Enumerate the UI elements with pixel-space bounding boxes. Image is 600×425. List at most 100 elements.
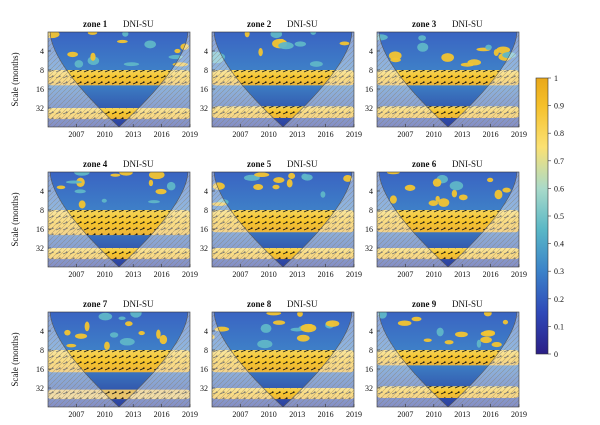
x-tick-label: 2007 bbox=[232, 130, 248, 139]
coherence-spot bbox=[310, 32, 317, 35]
panel-zone-label: zone 8 bbox=[247, 299, 272, 309]
y-tick-label: 16 bbox=[36, 225, 44, 234]
coherence-spot bbox=[78, 200, 86, 209]
panel-zone-label: zone 7 bbox=[83, 299, 108, 309]
colorbar-scale bbox=[535, 77, 549, 355]
coherence-spot bbox=[417, 42, 429, 52]
y-tick-label: 8 bbox=[204, 346, 208, 355]
y-tick-label: 8 bbox=[40, 346, 44, 355]
x-tick-label: 2019 bbox=[182, 270, 198, 279]
coherence-spot bbox=[155, 188, 167, 195]
coherence-spot bbox=[156, 329, 161, 339]
coherence-spot bbox=[436, 327, 444, 337]
coherence-spot bbox=[432, 178, 442, 187]
coherence-spot bbox=[386, 172, 400, 175]
coherence-spot bbox=[110, 173, 121, 177]
coherence-spot bbox=[487, 177, 494, 183]
coherence-spot bbox=[98, 312, 113, 321]
coherence-spot bbox=[273, 177, 285, 183]
x-tick-label: 2007 bbox=[397, 270, 413, 279]
coherence-spot bbox=[491, 342, 502, 348]
x-tick-label: 2010 bbox=[426, 410, 442, 419]
x-tick-label: 2016 bbox=[154, 130, 170, 139]
coherence-spot bbox=[101, 198, 107, 203]
coherence-spot bbox=[476, 339, 482, 348]
coherence-spot bbox=[260, 323, 272, 333]
panel-frame bbox=[47, 31, 191, 128]
panel-9: zone 9 DNI-SU 4 8 16 32 2007 2010 2013 2016 2019 bbox=[365, 299, 527, 419]
x-tick-label: 2013 bbox=[125, 270, 141, 279]
y-tick-label: 4 bbox=[204, 327, 208, 336]
cone-of-influence-line bbox=[49, 172, 189, 267]
colorbar-tick-label: 0.8 bbox=[554, 129, 564, 138]
phase-arrows bbox=[212, 70, 354, 86]
coherence-spot bbox=[243, 174, 260, 181]
panel-pair-label: DNI-SU bbox=[123, 19, 154, 29]
x-tick-label: 2007 bbox=[232, 410, 248, 419]
cone-of-influence-line bbox=[378, 312, 518, 407]
coherence-spot bbox=[116, 39, 128, 44]
coherence-spot bbox=[438, 198, 450, 207]
coherence-spot bbox=[301, 173, 309, 180]
panel-1: zone 1 DNI-SU 4 8 16 32 2007 2010 2013 2016 2019 Sc… bbox=[10, 19, 198, 139]
y-tick-label: 8 bbox=[369, 346, 373, 355]
y-tick-label: 8 bbox=[40, 206, 44, 215]
coherence-spot bbox=[125, 321, 133, 327]
coherence-spot bbox=[272, 184, 280, 190]
y-tick-label: 32 bbox=[36, 384, 44, 393]
coherence-spot bbox=[485, 44, 492, 50]
coherence-spot bbox=[423, 338, 432, 342]
y-tick-label: 8 bbox=[369, 206, 373, 215]
y-tick-label: 4 bbox=[369, 47, 373, 56]
y-tick-label: 4 bbox=[369, 187, 373, 196]
coherence-spot bbox=[66, 343, 77, 348]
coherence-spot bbox=[441, 53, 455, 62]
y-axis-label: Scale (months) bbox=[10, 52, 20, 106]
coherence-spot bbox=[458, 194, 468, 201]
coherence-spot bbox=[74, 333, 88, 339]
y-tick-label: 16 bbox=[200, 225, 208, 234]
coherence-spot bbox=[444, 340, 454, 345]
panel-4: zone 4 DNI-SU 4 8 16 32 2007 2010 2013 2016 2019 Sc… bbox=[10, 159, 198, 279]
x-tick-label: 2016 bbox=[318, 270, 334, 279]
cone-of-influence-line bbox=[49, 32, 189, 127]
panel-frame bbox=[211, 171, 355, 268]
colorbar-tick-label: 0.7 bbox=[554, 157, 564, 166]
coherence-spot bbox=[483, 312, 492, 317]
y-tick-label: 32 bbox=[36, 244, 44, 253]
x-tick-label: 2016 bbox=[483, 130, 499, 139]
panel-pair-label: DNI-SU bbox=[123, 159, 154, 169]
y-tick-label: 32 bbox=[365, 104, 373, 113]
coherence-spot bbox=[166, 181, 176, 191]
y-tick-label: 16 bbox=[200, 365, 208, 374]
x-tick-label: 2013 bbox=[454, 270, 470, 279]
coherence-spot bbox=[455, 331, 468, 338]
panel-2: zone 2 DNI-SU 4 8 16 32 2007 2010 2013 2016 2019 bbox=[200, 19, 362, 139]
y-axis-label: Scale (months) bbox=[10, 332, 20, 386]
coherence-spot bbox=[451, 189, 458, 198]
panel-6: zone 6 DNI-SU 4 8 16 32 2007 2010 2013 2016 2019 bbox=[365, 159, 527, 279]
x-tick-label: 2019 bbox=[182, 130, 198, 139]
coherence-spot bbox=[294, 41, 307, 47]
panel-pair-label: DNI-SU bbox=[452, 19, 483, 29]
x-tick-label: 2007 bbox=[397, 130, 413, 139]
coherence-spot bbox=[138, 331, 145, 336]
y-tick-label: 8 bbox=[204, 206, 208, 215]
coherence-spot bbox=[254, 172, 270, 178]
y-tick-label: 4 bbox=[369, 327, 373, 336]
x-tick-label: 2016 bbox=[154, 270, 170, 279]
y-tick-label: 16 bbox=[365, 365, 373, 374]
coherence-spot bbox=[74, 60, 84, 68]
coherence-spot bbox=[411, 316, 422, 322]
panel-pair-label: DNI-SU bbox=[452, 299, 483, 309]
x-tick-label: 2013 bbox=[125, 130, 141, 139]
x-tick-label: 2019 bbox=[511, 130, 527, 139]
coherence-spot bbox=[449, 181, 464, 191]
coherence-spot bbox=[56, 185, 66, 190]
coherence-spot bbox=[389, 195, 397, 204]
coherence-spot bbox=[109, 332, 119, 338]
phase-arrows bbox=[48, 210, 190, 236]
x-tick-label: 2010 bbox=[97, 130, 113, 139]
x-tick-label: 2016 bbox=[154, 410, 170, 419]
coherence-spot bbox=[65, 180, 82, 184]
